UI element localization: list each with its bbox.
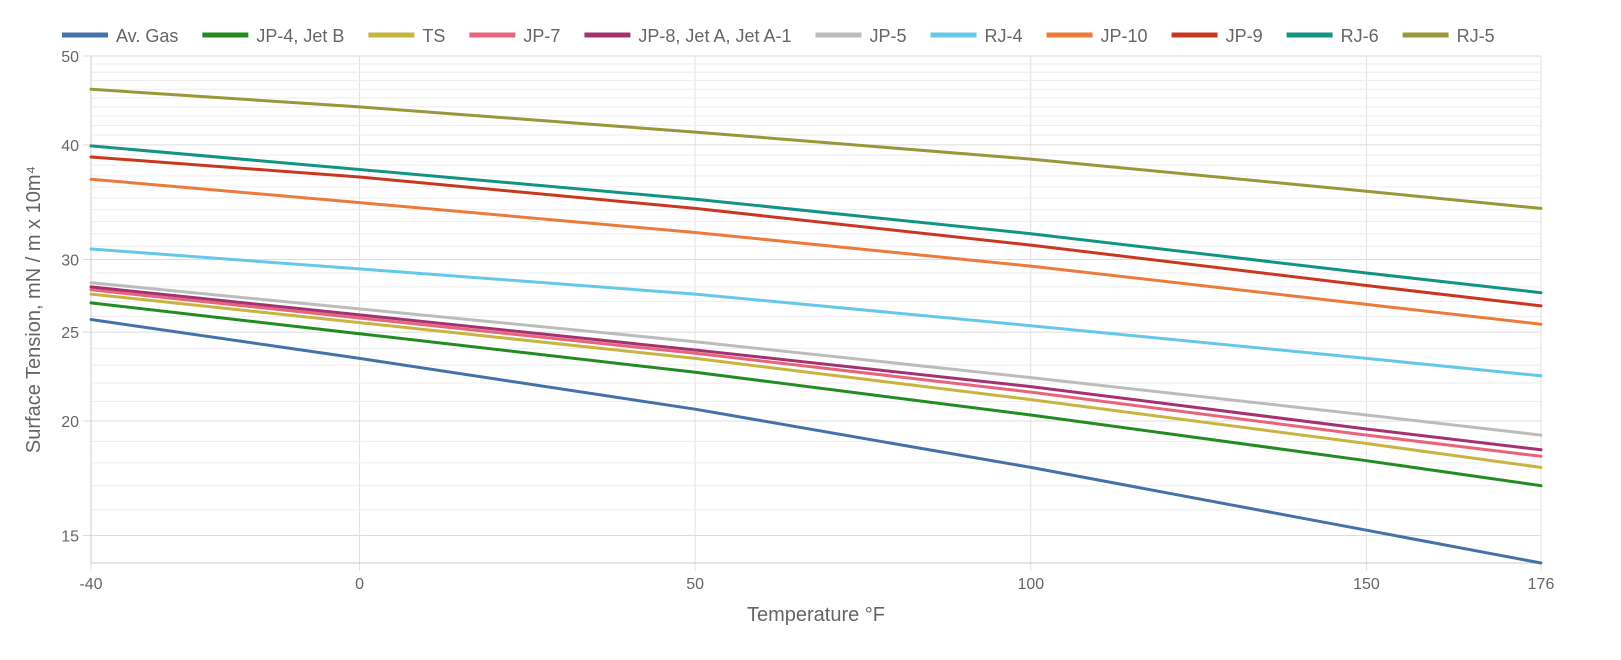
legend-label: JP-4, Jet B <box>256 26 344 46</box>
legend-label: JP-5 <box>870 26 907 46</box>
axes: -40 0 50 100 150 176 15 20 25 30 40 50 <box>61 49 1554 593</box>
y-axis-title: Surface Tension, mN / m x 10m⁴ <box>23 166 45 453</box>
x-tick-label: 50 <box>686 576 704 593</box>
series-lines <box>89 87 1543 565</box>
series-line-jp-9 <box>89 155 1543 308</box>
series-line-rj-4 <box>89 247 1543 378</box>
legend-item-rj-4[interactable]: RJ-4 <box>930 26 1023 46</box>
y-tick-label: 30 <box>61 252 79 269</box>
x-tick-label: 0 <box>355 576 364 593</box>
x-tick-label: 150 <box>1353 576 1380 593</box>
legend-item-jp-8-jet-a-jet-a-1[interactable]: JP-8, Jet A, Jet A-1 <box>584 26 792 46</box>
series-line-jp-8-jet-a-jet-a-1 <box>89 285 1543 452</box>
legend-item-jp-9[interactable]: JP-9 <box>1171 26 1263 46</box>
y-tick-label: 50 <box>61 49 79 66</box>
grid <box>83 55 1542 571</box>
legend-label: TS <box>422 26 445 46</box>
legend-item-av-gas[interactable]: Av. Gas <box>62 26 178 46</box>
x-tick-label: 176 <box>1528 576 1555 593</box>
series-line-jp-4-jet-b <box>89 301 1543 488</box>
legend-item-jp-5[interactable]: JP-5 <box>815 26 907 46</box>
series-line-jp-7 <box>89 288 1543 458</box>
series-line-jp-10 <box>89 177 1543 326</box>
legend: Av. Gas JP-4, Jet B TS JP-7 JP-8, Jet A, Jet… <box>62 26 1495 46</box>
series-line-av-gas <box>89 318 1543 565</box>
series-line-jp-5 <box>89 281 1543 437</box>
legend-label: RJ-6 <box>1341 26 1379 46</box>
legend-label: Av. Gas <box>116 26 178 46</box>
legend-label: RJ-4 <box>985 26 1023 46</box>
legend-item-jp-7[interactable]: JP-7 <box>469 26 560 46</box>
legend-label: JP-7 <box>523 26 560 46</box>
series-line-ts <box>89 292 1543 469</box>
legend-label: JP-10 <box>1101 26 1148 46</box>
legend-label: JP-9 <box>1226 26 1263 46</box>
series-line-rj-6 <box>89 144 1543 295</box>
x-tick-label: 100 <box>1017 576 1044 593</box>
x-axis-title: Temperature °F <box>747 604 885 626</box>
y-tick-label: 20 <box>61 414 79 431</box>
y-tick-label: 40 <box>61 138 79 155</box>
y-tick-label: 15 <box>61 529 79 546</box>
legend-item-jp-4-jet-b[interactable]: JP-4, Jet B <box>202 26 344 46</box>
legend-label: JP-8, Jet A, Jet A-1 <box>638 26 791 46</box>
y-tick-label: 25 <box>61 325 79 342</box>
legend-item-jp-10[interactable]: JP-10 <box>1046 26 1148 46</box>
legend-item-rj-6[interactable]: RJ-6 <box>1286 26 1379 46</box>
x-tick-label: -40 <box>79 576 102 593</box>
series-line-rj-5 <box>89 87 1543 210</box>
legend-item-ts[interactable]: TS <box>368 26 445 46</box>
legend-item-rj-5[interactable]: RJ-5 <box>1402 26 1495 46</box>
legend-label: RJ-5 <box>1457 26 1495 46</box>
